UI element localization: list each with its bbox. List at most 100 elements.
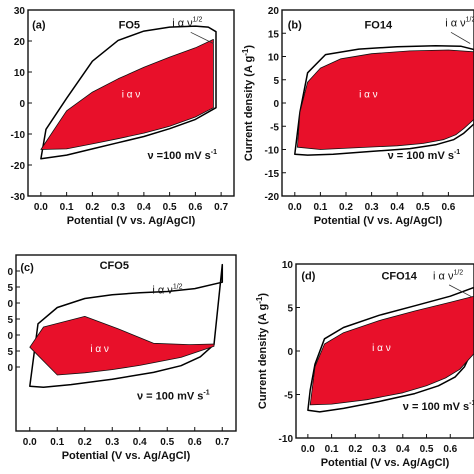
y-tick-label: -30 [11,192,26,203]
y-tick-label: 0 [19,99,25,110]
x-tick-label: 0.5 [420,444,434,455]
cv-panel-1: 0.0 0.1 0.2 0.3 0.4 0.5 0.6 0.7 Potential (V vs.… [11,6,235,227]
y-tick-label: -10 [279,434,294,445]
y-tick-label: 0 [7,331,13,342]
y-tick-label: 10 [14,68,26,79]
scan-rate-label: ν = 100 mV s-1 [403,400,474,413]
outer-cv-curve [40,25,217,160]
x-tick-label: 0.4 [137,202,151,213]
outer-curve-pointer [448,284,473,298]
scan-rate-label: ν =100 mV s-1 [147,149,217,162]
outer-cv-curve [294,45,474,156]
inner-area-label: i α ν [372,343,391,354]
x-axis-label: Potential (V vs. Ag/AgCl) [321,457,450,469]
inner-cv-area [29,315,215,376]
x-tick-label: 0.6 [443,444,457,455]
x-tick-label: 0.0 [288,202,302,213]
y-tick-label: 0 [273,99,279,110]
y-tick-label: -5 [284,391,293,402]
x-tick-label: 0.2 [78,437,92,448]
y-tick-label: 15 [268,29,280,40]
y-tick-label: 0 [287,347,293,358]
inner-cv-area [309,295,474,406]
cv-panel-2: 0.0 0.1 0.2 0.3 0.4 0.5 0.6 Potential (V vs. Ag… [241,6,474,227]
plot-area [40,25,217,160]
outer-cv-curve [307,286,474,413]
x-axis-label: Potential (V vs. Ag/AgCl) [67,215,196,227]
x-tick-label: 0.6 [188,437,202,448]
panel-label: (a) [32,20,46,32]
x-tick-label: 0.2 [85,202,99,213]
plot-area [29,263,224,388]
y-tick-label: -10 [11,130,26,141]
panel-label: (d) [301,271,315,283]
x-tick-label: 0.1 [325,444,339,455]
x-tick-label: 0.6 [441,202,455,213]
y-tick-label: 5 [7,347,13,358]
x-axis-label: Potential (V vs. Ag/AgCl) [314,215,443,227]
y-tick-label: -10 [265,146,280,157]
outer-curve-label: i α ν1/2 [445,17,474,30]
x-tick-label: 0.4 [133,437,147,448]
cv-panel-3: 0.0 0.1 0.2 0.3 0.4 0.5 0.6 0.7 Potential (V vs.… [7,254,237,462]
y-axis-label: Current density (A g-1) [241,45,255,161]
outer-curve-label: i α ν1/2 [152,284,182,297]
y-tick-label: 5 [7,315,13,326]
y-tick-label: 20 [14,37,26,48]
x-tick-label: 0.5 [416,202,430,213]
x-tick-label: 0.0 [301,444,315,455]
y-tick-label: 5 [7,283,13,294]
y-axis-label: Current density (A g-1) [255,293,269,409]
x-axis-label: Potential (V vs. Ag/AgCl) [62,450,191,462]
outer-curve-label: i α ν1/2 [172,17,202,30]
y-tick-label: 0 [7,267,13,278]
x-tick-label: 0.3 [365,202,379,213]
y-tick-label: -20 [265,192,280,203]
sample-title: CFO14 [381,271,417,283]
sample-title: FO5 [119,20,140,32]
x-tick-label: 0.4 [396,444,410,455]
axes-frame [15,254,237,432]
y-tick-label: 0 [7,299,13,310]
panel-label: (b) [288,20,302,32]
sample-title: CFO5 [100,260,129,272]
outer-curve-pointer [450,31,471,44]
x-tick-label: 0.5 [160,437,174,448]
outer-cv-curve [29,263,224,388]
outer-curve-pointer [190,31,214,44]
x-tick-label: 0.1 [60,202,74,213]
x-tick-label: 0.7 [215,437,229,448]
x-tick-label: 0.3 [105,437,119,448]
x-tick-label: 0.2 [348,444,362,455]
y-tick-label: 0 [7,363,13,374]
plot-area [294,45,474,156]
y-tick-label: -5 [270,122,279,133]
panel-label: (c) [20,262,34,274]
scan-rate-label: ν = 100 mV s-1 [388,149,461,162]
y-tick-label: 30 [14,6,26,17]
plot-area [307,286,474,413]
inner-area-label: i α ν [359,89,378,100]
scan-rate-label: ν = 100 mV s-1 [137,389,210,402]
x-tick-label: 0.2 [339,202,353,213]
y-tick-label: 10 [282,260,294,271]
x-tick-label: 0.3 [372,444,386,455]
x-tick-label: 0.0 [34,202,48,213]
outer-curve-label: i α ν1/2 [433,270,463,283]
y-tick-label: 5 [287,304,293,315]
x-tick-label: 0.7 [214,202,228,213]
y-tick-label: 10 [268,53,280,64]
y-tick-label: -20 [11,161,26,172]
y-tick-label: 5 [273,76,279,87]
x-tick-label: 0.1 [313,202,327,213]
inner-area-label: i α ν [122,89,141,100]
y-tick-label: 20 [268,6,280,17]
x-tick-label: 0.0 [23,437,37,448]
y-tick-label: -15 [265,169,280,180]
x-tick-label: 0.6 [188,202,202,213]
inner-area-label: i α ν [90,344,109,355]
x-tick-label: 0.3 [111,202,125,213]
sample-title: FO14 [365,20,393,32]
x-tick-label: 0.4 [390,202,404,213]
